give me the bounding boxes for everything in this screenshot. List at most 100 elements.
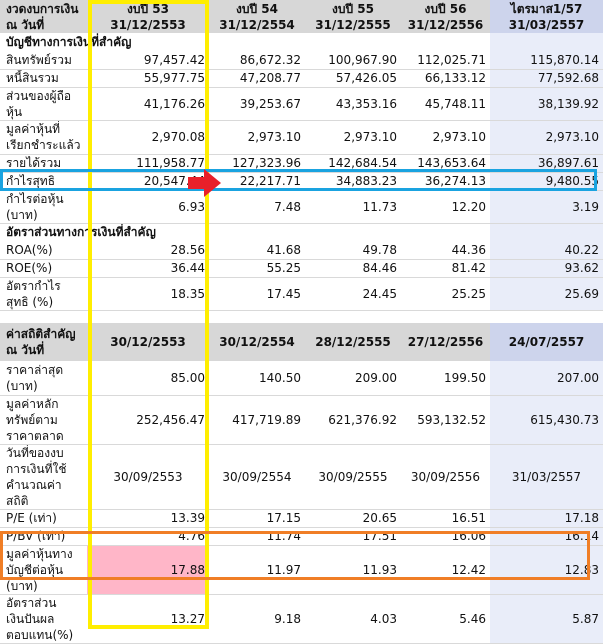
value-cell: 41.68 — [209, 241, 305, 260]
header-period-name: งบปี 56 — [424, 1, 467, 16]
table-row: มูลค่าหุ้นทางบัญชีต่อหุ้น (บาท) 17.88 11.9… — [0, 545, 603, 595]
value-cell: 30/09/2555 — [305, 444, 401, 510]
value-cell: 49.78 — [305, 241, 401, 260]
row-label: วันที่ของงบการเงินที่ใช้คำนวณค่าสถิติ — [0, 444, 87, 510]
value-cell: 593,132.52 — [401, 395, 490, 445]
right-arrow-icon — [188, 169, 221, 197]
header-col-4: ไตรมาส1/57 31/03/2557 — [490, 0, 603, 33]
header-col-2: งบปี 55 31/12/2555 — [305, 0, 401, 33]
header-period-name: ไตรมาส1/57 — [510, 1, 583, 16]
header-stat-date: 28/12/2555 — [305, 323, 401, 361]
value-cell: 22,217.71 — [209, 172, 305, 191]
value-cell: 2,973.10 — [490, 120, 603, 155]
header-period-date: 31/12/2556 — [407, 17, 484, 32]
value-cell: 5.46 — [401, 594, 490, 644]
value-cell: 11.97 — [209, 545, 305, 595]
row-label: ROE(%) — [0, 259, 87, 278]
section-title-pad — [490, 33, 603, 51]
value-cell: 30/09/2553 — [87, 444, 209, 510]
value-cell: 9.18 — [209, 594, 305, 644]
value-cell: 41,176.26 — [87, 87, 209, 121]
value-cell: 55,977.75 — [87, 69, 209, 88]
section-title: บัญชีทางการเงินที่สำคัญ — [6, 35, 132, 49]
section-title-row: อัตราส่วนทางการเงินที่สำคัญ — [0, 223, 603, 241]
value-cell: 25.25 — [401, 277, 490, 311]
value-cell: 17.51 — [305, 527, 401, 546]
value-cell: 97,457.42 — [87, 51, 209, 70]
header-stat-label: ค่าสถิติสำคัญ ณ วันที่ — [0, 323, 87, 361]
header-period-label: งวดงบการเงิน ณ วันที่ — [0, 0, 87, 33]
value-cell: 31/03/2557 — [490, 444, 603, 510]
table1-header-row: งวดงบการเงิน ณ วันที่ งบปี 53 31/12/2553 งบ… — [0, 0, 603, 33]
value-cell: 100,967.90 — [305, 51, 401, 70]
value-cell: 9,480.55 — [490, 172, 603, 191]
value-cell: 43,353.16 — [305, 87, 401, 121]
value-cell: 2,970.08 — [87, 120, 209, 155]
value-cell: 20.65 — [305, 509, 401, 528]
value-cell: 25.69 — [490, 277, 603, 311]
table-row: กำไรสุทธิ 20,547.44 22,217.71 34,883.23 36,2… — [0, 172, 603, 191]
table-row: มูลค่าหุ้นที่เรียกชำระแล้ว 2,970.08 2,973.… — [0, 120, 603, 155]
header-period-name: งบปี 54 — [236, 1, 278, 16]
value-cell: 2,973.10 — [401, 120, 490, 155]
table-row: หนี้สินรวม 55,977.75 47,208.77 57,426.05 66,… — [0, 69, 603, 88]
value-cell: 84.46 — [305, 259, 401, 278]
value-cell: 127,323.96 — [209, 154, 305, 173]
section-title-row: บัญชีทางการเงินที่สำคัญ — [0, 33, 603, 51]
value-cell: 16.06 — [401, 527, 490, 546]
table-row: อัตรากำไรสุทธิ (%) 18.35 17.45 24.45 25.25 25… — [0, 277, 603, 311]
value-cell: 86,672.32 — [209, 51, 305, 70]
value-cell: 2,973.10 — [209, 120, 305, 155]
value-cell: 6.93 — [87, 190, 209, 224]
value-cell: 55.25 — [209, 259, 305, 278]
value-cell: 24.45 — [305, 277, 401, 311]
value-cell: 13.27 — [87, 594, 209, 644]
header-period-date: 31/12/2553 — [110, 17, 186, 32]
value-cell: 44.36 — [401, 241, 490, 260]
value-cell: 36,274.13 — [401, 172, 490, 191]
table2-header-row: ค่าสถิติสำคัญ ณ วันที่ 30/12/2553 30/12/25… — [0, 323, 603, 361]
header-col-3: งบปี 56 31/12/2556 — [401, 0, 490, 33]
header-period-name: งบปี 55 — [332, 1, 374, 16]
value-cell: 4.03 — [305, 594, 401, 644]
table-row: P/BV (เท่า) 4.76 11.74 17.51 16.06 16.14 — [0, 527, 603, 546]
header-stat-date: 30/12/2554 — [209, 323, 305, 361]
value-cell: 40.22 — [490, 241, 603, 260]
value-cell: 36,897.61 — [490, 154, 603, 173]
value-cell: 143,653.64 — [401, 154, 490, 173]
value-cell: 39,253.67 — [209, 87, 305, 121]
header-stat-date: 30/12/2553 — [87, 323, 209, 361]
value-cell: 140.50 — [209, 361, 305, 396]
row-label: หนี้สินรวม — [0, 69, 87, 88]
table-row: อัตราส่วนเงินปันผลตอบแทน(%) 13.27 9.18 4.03… — [0, 594, 603, 644]
value-cell: 17.15 — [209, 509, 305, 528]
table-row: รายได้รวม 111,958.77 127,323.96 142,684.54 1… — [0, 154, 603, 173]
value-cell: 207.00 — [490, 361, 603, 396]
table-row: กำไรต่อหุ้น (บาท) 6.93 7.48 11.73 12.20 3.19 — [0, 190, 603, 224]
value-cell: 81.42 — [401, 259, 490, 278]
row-label: สินทรัพย์รวม — [0, 51, 87, 70]
key-statistics-table: ค่าสถิติสำคัญ ณ วันที่ 30/12/2553 30/12/25… — [0, 323, 603, 644]
value-cell: 199.50 — [401, 361, 490, 396]
header-stat-date: 27/12/2556 — [401, 323, 490, 361]
value-cell: 115,870.14 — [490, 51, 603, 70]
value-cell: 66,133.12 — [401, 69, 490, 88]
value-cell: 16.51 — [401, 509, 490, 528]
row-label: ROA(%) — [0, 241, 87, 260]
value-cell: 7.48 — [209, 190, 305, 224]
value-cell: 615,430.73 — [490, 395, 603, 445]
value-cell: 77,592.68 — [490, 69, 603, 88]
row-label: กำไรสุทธิ — [0, 172, 87, 191]
header-period-date: 31/12/2555 — [315, 17, 391, 32]
row-label: กำไรต่อหุ้น (บาท) — [0, 190, 87, 224]
value-cell: 18.35 — [87, 277, 209, 311]
value-cell: 11.73 — [305, 190, 401, 224]
value-cell: 45,748.11 — [401, 87, 490, 121]
header-col-1: งบปี 54 31/12/2554 — [209, 0, 305, 33]
value-cell: 93.62 — [490, 259, 603, 278]
value-cell: 30/09/2556 — [401, 444, 490, 510]
table-row: วันที่ของงบการเงินที่ใช้คำนวณค่าสถิติ 30/… — [0, 444, 603, 510]
financial-statements-table: งวดงบการเงิน ณ วันที่ งบปี 53 31/12/2553 งบ… — [0, 0, 603, 311]
value-cell: 17.88 — [87, 545, 209, 595]
